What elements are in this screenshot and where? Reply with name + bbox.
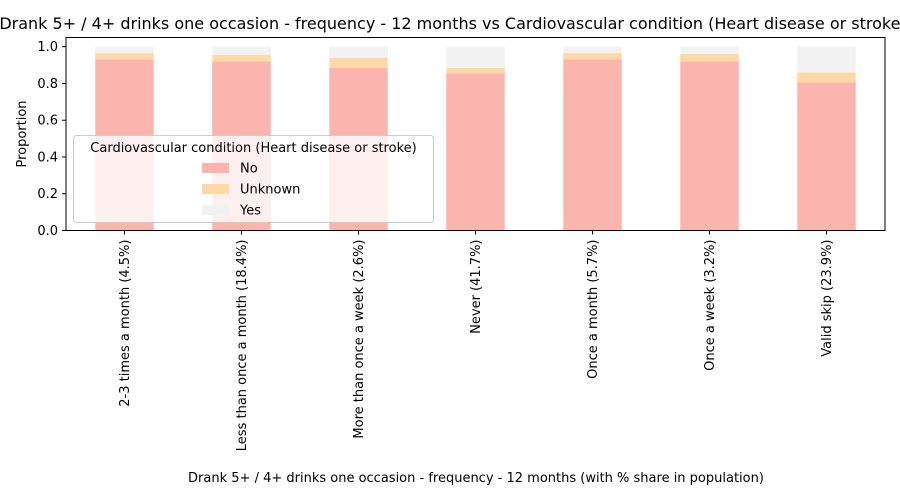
bar-unknown-3 bbox=[446, 67, 505, 74]
y-tick-label: 0.2 bbox=[37, 187, 58, 202]
legend-swatch-unknown bbox=[202, 184, 229, 194]
x-tick-label: More than once a week (2.6%) bbox=[352, 240, 367, 439]
bar-no-4 bbox=[563, 59, 622, 231]
bar-unknown-1 bbox=[212, 54, 271, 62]
legend-label-no: No bbox=[240, 162, 258, 177]
bar-yes-1 bbox=[212, 46, 271, 55]
y-axis: 0.0 0.2 0.4 0.6 0.8 1.0 bbox=[37, 40, 66, 239]
x-tick-label: Once a week (3.2%) bbox=[703, 240, 718, 371]
bar-unknown-2 bbox=[329, 57, 388, 68]
bar-yes-4 bbox=[563, 46, 622, 54]
y-tick-label: 0.8 bbox=[37, 77, 58, 92]
y-tick-label: 0.6 bbox=[37, 114, 58, 129]
x-tick-label: Never (41.7%) bbox=[469, 240, 484, 334]
legend-label-yes: Yes bbox=[239, 204, 261, 219]
legend-label-unknown: Unknown bbox=[240, 183, 300, 198]
bar-unknown-4 bbox=[563, 53, 622, 60]
bar-unknown-6 bbox=[797, 72, 856, 83]
x-axis: 2-3 times a month (4.5%) Less than once a… bbox=[118, 230, 835, 452]
bar-no-3 bbox=[446, 73, 505, 231]
chart-title: Drank 5+ / 4+ drinks one occasion - freq… bbox=[0, 14, 900, 33]
y-tick-label: 1.0 bbox=[37, 40, 58, 55]
legend-swatch-no bbox=[202, 163, 229, 173]
legend-swatch-yes bbox=[202, 205, 229, 215]
x-tick-label: Less than once a month (18.4%) bbox=[235, 240, 250, 452]
bar-yes-6 bbox=[797, 46, 856, 73]
bar-yes-2 bbox=[329, 46, 388, 58]
y-tick-label: 0.0 bbox=[37, 224, 58, 239]
legend-title: Cardiovascular condition (Heart disease … bbox=[90, 141, 416, 156]
bar-yes-0 bbox=[95, 46, 154, 54]
y-axis-label: Proportion bbox=[15, 100, 30, 167]
bar-no-5 bbox=[680, 61, 739, 231]
bar-unknown-0 bbox=[95, 53, 154, 60]
x-tick-label: Valid skip (23.9%) bbox=[820, 240, 835, 357]
bar-yes-5 bbox=[680, 46, 739, 55]
bar-yes-3 bbox=[446, 46, 505, 68]
bar-unknown-5 bbox=[680, 54, 739, 62]
legend: Cardiovascular condition (Heart disease … bbox=[73, 135, 434, 223]
x-tick-label: 2-3 times a month (4.5%) bbox=[118, 240, 133, 407]
y-tick-label: 0.4 bbox=[37, 150, 58, 165]
legend-box bbox=[73, 135, 434, 223]
x-axis-label: Drank 5+ / 4+ drinks one occasion - freq… bbox=[188, 471, 764, 486]
bar-no-6 bbox=[797, 82, 856, 231]
x-tick-label: Once a month (5.7%) bbox=[586, 240, 601, 379]
